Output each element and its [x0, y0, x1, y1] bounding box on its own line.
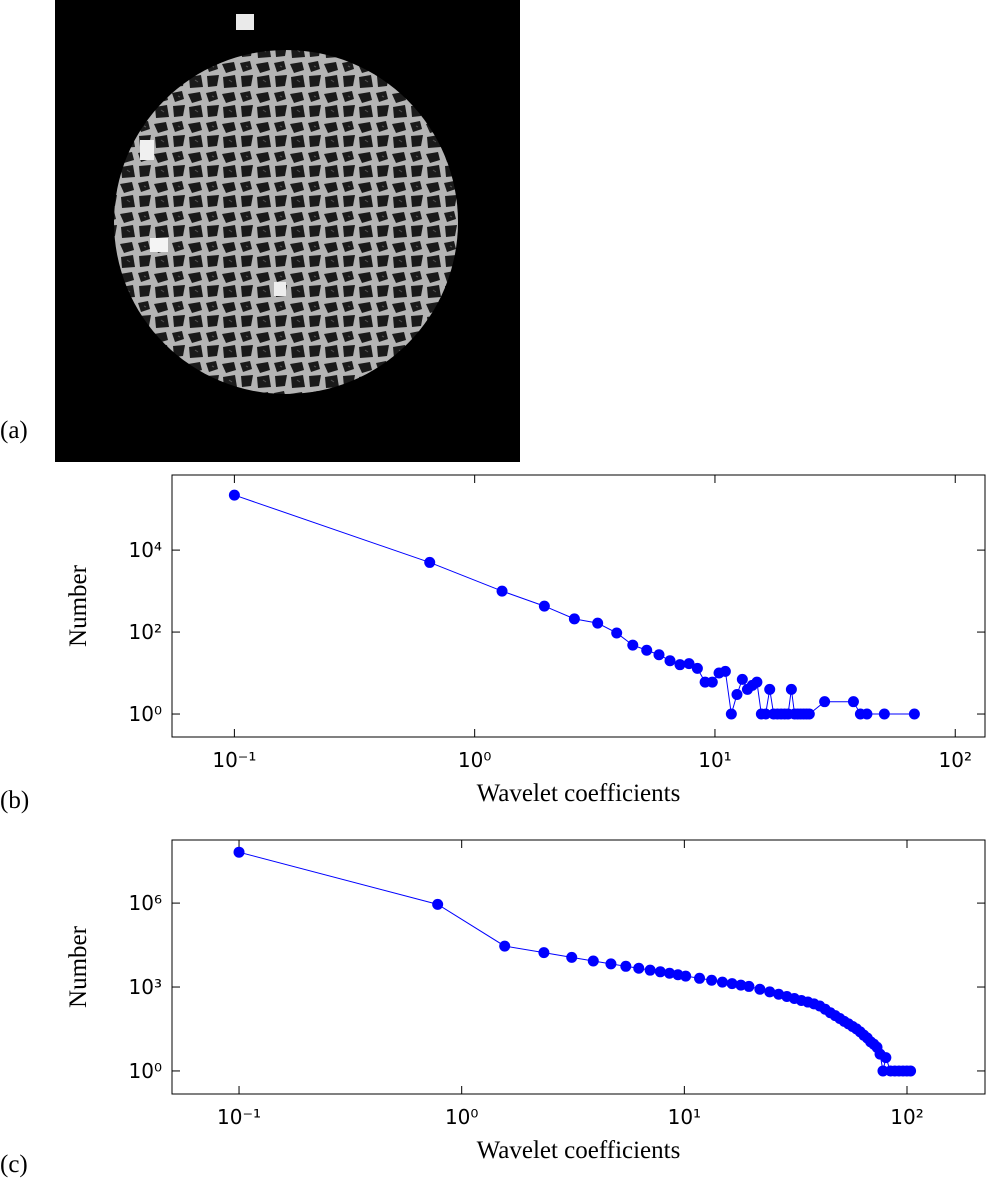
y-tick-label: 10⁰: [129, 702, 162, 726]
data-point: [674, 659, 686, 671]
data-point: [424, 556, 436, 568]
data-point: [233, 846, 245, 858]
plot: 10⁻¹ 10⁰ 10¹ 10² 10⁰ 10² 10⁴ Wavelet coefficien…: [65, 474, 986, 807]
data-point: [691, 662, 703, 674]
panel-label: (a): [0, 417, 28, 444]
data-point: [611, 627, 623, 639]
data-point: [633, 962, 645, 974]
y-tick-label: 10⁶: [129, 891, 162, 915]
data-point: [764, 683, 776, 695]
data-point: [743, 980, 755, 992]
data-point: [719, 665, 731, 677]
data-point: [861, 708, 873, 720]
data-point: [587, 955, 599, 967]
data-point: [694, 972, 706, 984]
data-point: [706, 676, 718, 688]
y-tick-label: 10⁰: [129, 1059, 162, 1083]
data-point: [228, 489, 240, 501]
data-point: [731, 688, 743, 700]
panel-label: (c): [0, 1151, 28, 1178]
data-point: [568, 613, 580, 625]
data-point: [683, 658, 695, 670]
data-point: [496, 585, 508, 597]
data-point: [653, 649, 665, 661]
plot-frame: [171, 839, 986, 1095]
data-point: [566, 951, 578, 963]
plot-frame: [171, 474, 986, 738]
data-point: [654, 966, 666, 978]
data-point: [878, 708, 890, 720]
data-point: [725, 708, 737, 720]
data-point: [754, 983, 766, 995]
data-point: [847, 696, 859, 708]
y-tick-label: 10²: [129, 620, 162, 644]
data-point: [803, 708, 815, 720]
plot: 10⁻¹ 10⁰ 10¹ 10² 10⁰ 10³ 10⁶ Wavelet coefficien…: [65, 839, 986, 1164]
data-point: [751, 676, 763, 688]
data-point: [716, 976, 728, 988]
x-tick-label: 10⁰: [445, 1105, 478, 1129]
x-tick-label: 10⁰: [458, 748, 491, 772]
data-point: [592, 617, 604, 629]
y-tick-label: 10³: [129, 975, 162, 999]
data-point: [538, 600, 550, 612]
data-point: [908, 708, 920, 720]
x-tick-label: 10⁻¹: [212, 748, 256, 772]
data-point: [499, 940, 511, 952]
y-tick-label: 10⁴: [129, 538, 162, 562]
data-point: [664, 967, 676, 979]
x-tick-label: 10¹: [668, 1105, 701, 1129]
x-tick-label: 10⁻¹: [217, 1105, 261, 1129]
data-point: [664, 655, 676, 667]
x-tick-label: 10¹: [698, 748, 731, 772]
data-point: [819, 696, 831, 708]
x-tick-label: 10²: [890, 1105, 923, 1129]
data-point: [736, 673, 748, 685]
x-axis-label: Wavelet coefficients: [477, 1137, 681, 1164]
data-point: [627, 639, 639, 651]
panel-label: (b): [0, 787, 29, 814]
data-point: [735, 979, 747, 991]
data-point: [680, 970, 692, 982]
y-axis-label: Number: [65, 925, 92, 1008]
y-axis-label: Number: [65, 564, 92, 647]
series-line: [234, 494, 915, 715]
data-point: [644, 964, 656, 976]
data-point: [620, 960, 632, 972]
data-point: [785, 683, 797, 695]
micrograph: [55, 0, 520, 462]
data-point: [760, 708, 772, 720]
data-point: [538, 947, 550, 959]
data-point: [905, 1065, 917, 1077]
data-point: [726, 978, 738, 990]
data-point: [605, 958, 617, 970]
x-axis-label: Wavelet coefficients: [477, 780, 681, 807]
data-point: [432, 898, 444, 910]
x-tick-label: 10²: [939, 748, 972, 772]
data-point: [764, 986, 776, 998]
data-point: [706, 974, 718, 986]
data-point: [641, 644, 653, 656]
data-point: [880, 1052, 892, 1064]
